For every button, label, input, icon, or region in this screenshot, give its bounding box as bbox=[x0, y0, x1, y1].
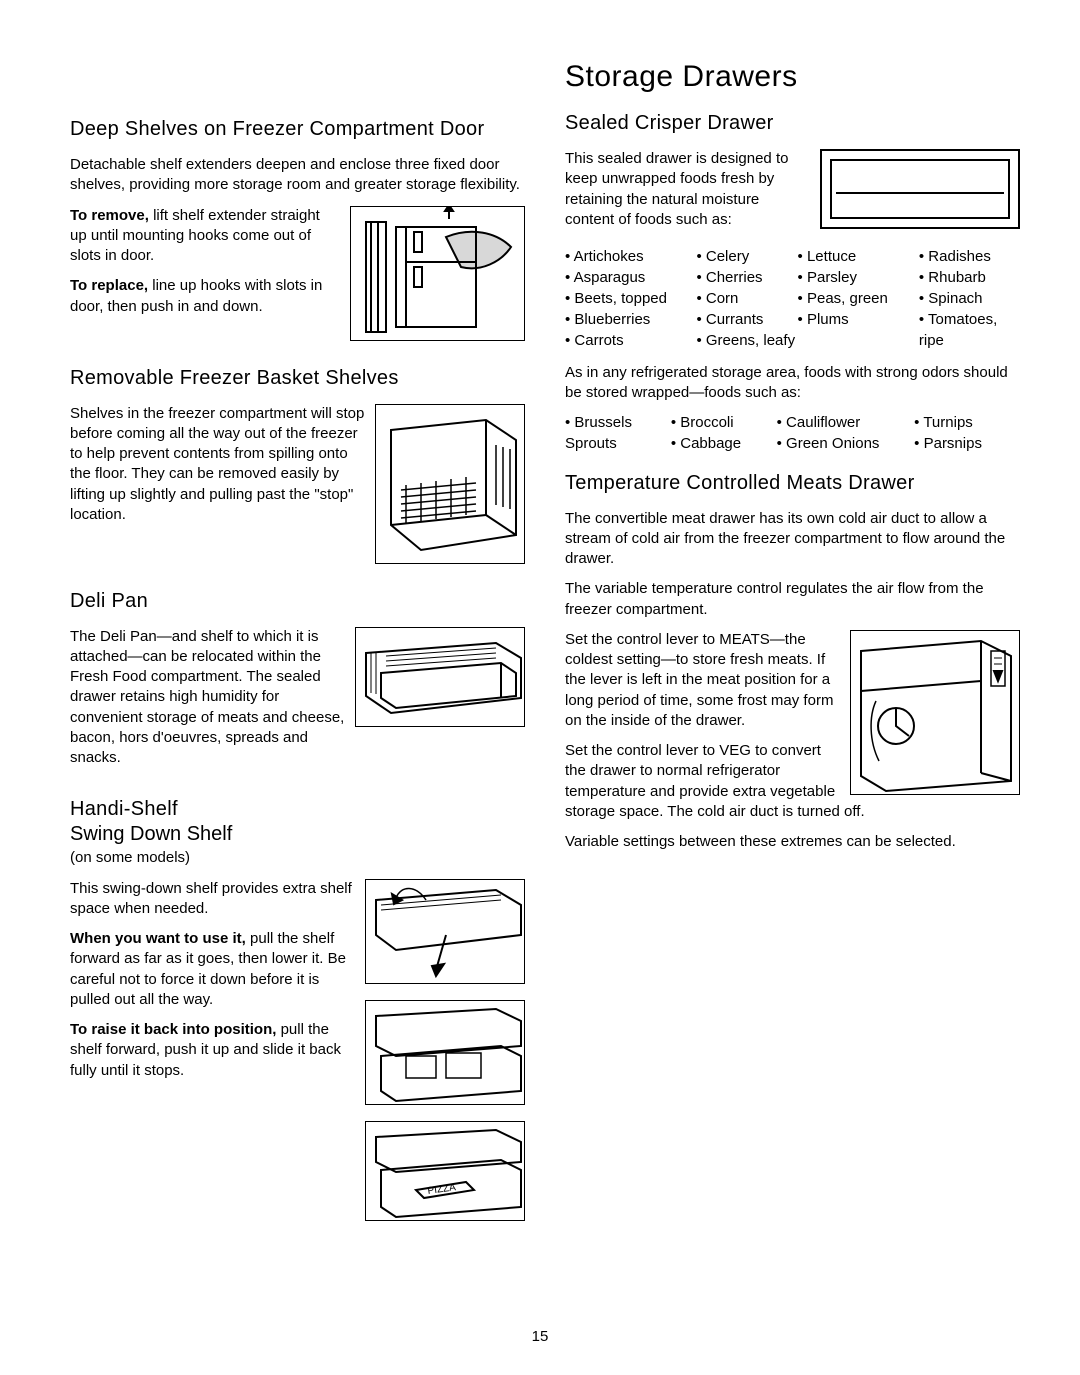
svg-text:PIZZA: PIZZA bbox=[427, 1182, 457, 1197]
food-item: Peas, green bbox=[798, 290, 919, 307]
food-item: Carrots bbox=[565, 332, 696, 349]
basket-shelves-figure bbox=[375, 404, 525, 564]
crisper-figure bbox=[820, 149, 1020, 229]
crisper-foods: ArtichokesCeleryLettuceRadishes Asparagus… bbox=[565, 248, 1020, 349]
food-item: Cherries bbox=[696, 269, 797, 286]
heading-deep-shelves: Deep Shelves on Freezer Compartment Door bbox=[70, 118, 525, 141]
handi-shelf-note: (on some models) bbox=[70, 848, 525, 868]
heading-crisper: Sealed Crisper Drawer bbox=[565, 112, 1020, 135]
meats-drawer-figure bbox=[850, 630, 1020, 795]
food-item: Currants bbox=[696, 311, 797, 328]
heading-meats-drawer: Temperature Controlled Meats Drawer bbox=[565, 472, 1020, 495]
heading-swing-down: Swing Down Shelf bbox=[70, 823, 525, 846]
food-item: Brussels bbox=[565, 414, 671, 431]
food-item: Corn bbox=[696, 290, 797, 307]
deli-pan-figure bbox=[355, 627, 525, 727]
right-column: Storage Drawers Sealed Crisper Drawer Th… bbox=[565, 60, 1020, 1221]
food-item: Plums bbox=[798, 311, 919, 328]
page-number: 15 bbox=[0, 1328, 1080, 1345]
food-item: Blueberries bbox=[565, 311, 696, 328]
heading-handi-shelf: Handi-Shelf bbox=[70, 798, 525, 821]
deep-shelves-intro: Detachable shelf extenders deepen and en… bbox=[70, 155, 525, 196]
food-item: Green Onions bbox=[777, 435, 915, 452]
food-item: Parsnips bbox=[914, 435, 1020, 452]
meats-p5: Variable settings between these extremes… bbox=[565, 832, 1020, 852]
food-item: Tomatoes, bbox=[919, 311, 1020, 328]
food-item: Rhubarb bbox=[919, 269, 1020, 286]
food-item: Sprouts bbox=[565, 435, 671, 452]
heading-basket-shelves: Removable Freezer Basket Shelves bbox=[70, 367, 525, 390]
food-item bbox=[798, 332, 919, 349]
crisper-foods-wrapped: BrusselsBroccoliCauliflowerTurnips Sprout… bbox=[565, 414, 1020, 452]
crisper-odors: As in any refrigerated storage area, foo… bbox=[565, 363, 1020, 404]
food-item: Greens, leafy bbox=[696, 332, 797, 349]
handi-shelf-figures: PIZZA bbox=[365, 879, 525, 1221]
food-item: Spinach bbox=[919, 290, 1020, 307]
food-item: Asparagus bbox=[565, 269, 696, 286]
title-storage-drawers: Storage Drawers bbox=[565, 60, 1020, 94]
food-item: ripe bbox=[919, 332, 1020, 349]
meats-p2: The variable temperature control regulat… bbox=[565, 579, 1020, 620]
left-column: Deep Shelves on Freezer Compartment Door… bbox=[70, 60, 525, 1221]
food-item: Parsley bbox=[798, 269, 919, 286]
food-item: Broccoli bbox=[671, 414, 777, 431]
meats-p1: The convertible meat drawer has its own … bbox=[565, 509, 1020, 570]
food-item: Celery bbox=[696, 248, 797, 265]
food-item: Radishes bbox=[919, 248, 1020, 265]
food-item: Beets, topped bbox=[565, 290, 696, 307]
food-item: Turnips bbox=[914, 414, 1020, 431]
heading-deli-pan: Deli Pan bbox=[70, 590, 525, 613]
food-item: Cauliflower bbox=[777, 414, 915, 431]
food-item: Artichokes bbox=[565, 248, 696, 265]
food-item: Lettuce bbox=[798, 248, 919, 265]
deep-shelves-figure bbox=[350, 206, 525, 341]
food-item: Cabbage bbox=[671, 435, 777, 452]
